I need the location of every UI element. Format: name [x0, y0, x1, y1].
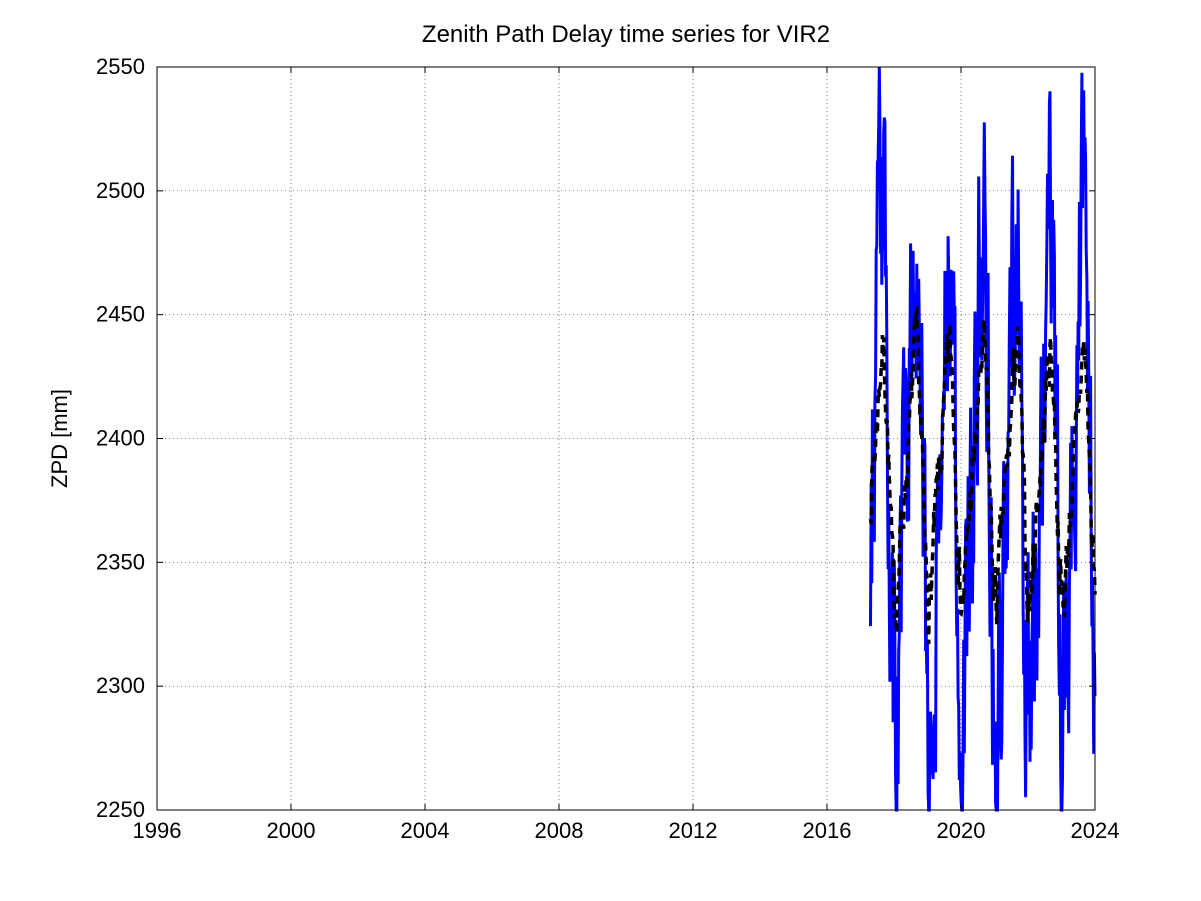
ytick-label: 2550 — [96, 54, 145, 79]
xtick-label: 2016 — [803, 818, 852, 843]
ytick-label: 2250 — [96, 797, 145, 822]
chart-title: Zenith Path Delay time series for VIR2 — [422, 21, 830, 48]
ytick-label: 2400 — [96, 426, 145, 451]
xtick-label: 2000 — [267, 818, 316, 843]
ytick-label: 2500 — [96, 178, 145, 203]
xtick-label: 2012 — [669, 818, 718, 843]
xtick-label: 2020 — [937, 818, 986, 843]
chart-svg: 1996200020042008201220162020202422502300… — [0, 0, 1201, 901]
ytick-label: 2450 — [96, 302, 145, 327]
xtick-label: 2024 — [1071, 818, 1120, 843]
zpd-chart: 1996200020042008201220162020202422502300… — [0, 0, 1201, 901]
ytick-label: 2300 — [96, 673, 145, 698]
xtick-label: 2004 — [401, 818, 450, 843]
ytick-label: 2350 — [96, 549, 145, 574]
y-axis-label: ZPD [mm] — [47, 389, 72, 488]
xtick-label: 2008 — [535, 818, 584, 843]
